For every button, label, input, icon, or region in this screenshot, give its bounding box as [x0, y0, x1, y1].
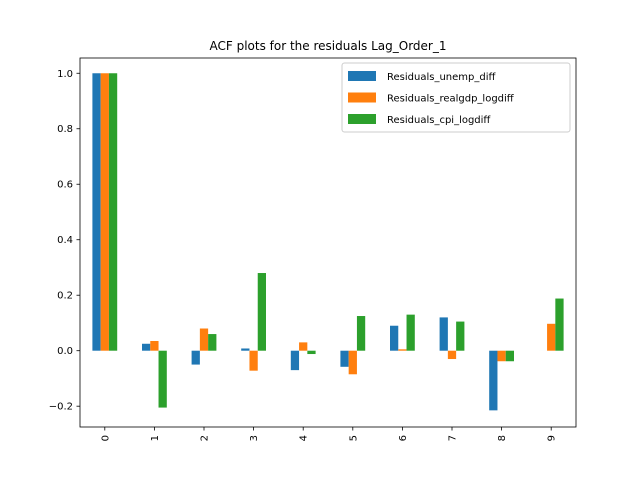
- bar-series-3-lag-8: [505, 350, 514, 362]
- y-tick-label: 0.2: [57, 291, 73, 302]
- bar-series-2-lag-4: [299, 342, 308, 351]
- bar-series-1-lag-4: [290, 350, 300, 371]
- x-tick-label: 9: [547, 435, 558, 441]
- bars-layer: [92, 73, 564, 411]
- legend-swatch-3: [348, 114, 376, 124]
- legend-swatch-2: [348, 92, 376, 103]
- y-tick-label: 1.0: [57, 69, 73, 80]
- chart-title: ACF plots for the residuals Lag_Order_1: [210, 39, 447, 53]
- bar-series-2-lag-6: [398, 349, 407, 351]
- y-tick-label: 0.4: [57, 235, 73, 246]
- bar-series-1-lag-5: [340, 350, 349, 367]
- bar-series-3-lag-9: [555, 298, 564, 351]
- bar-series-3-lag-4: [307, 350, 316, 355]
- bar-series-3-lag-2: [208, 334, 217, 351]
- bar-series-2-lag-5: [348, 350, 357, 375]
- legend-label-2: Residuals_realgdp_logdiff: [387, 94, 515, 105]
- bar-series-1-lag-6: [390, 325, 399, 351]
- bar-series-2-lag-7: [447, 350, 457, 360]
- bar-series-2-lag-2: [199, 328, 209, 351]
- x-tick-label: 6: [398, 435, 409, 441]
- bar-series-1-lag-1: [142, 343, 151, 351]
- bar-series-2-lag-9: [547, 323, 556, 351]
- x-tick-label: 2: [200, 435, 211, 441]
- y-tick-label: 0.8: [57, 124, 73, 135]
- x-tick-label: 5: [348, 435, 359, 441]
- x-tick-label: 7: [448, 435, 459, 441]
- bar-series-2-lag-1: [150, 340, 159, 351]
- legend-box: [341, 62, 571, 133]
- bar-series-1-lag-7: [439, 317, 448, 351]
- x-tick-label: 4: [299, 435, 310, 441]
- legend-swatch-1: [348, 71, 376, 81]
- bar-series-1-lag-3: [241, 348, 250, 351]
- bar-series-3-lag-3: [257, 273, 266, 351]
- bar-series-1-lag-2: [191, 350, 200, 365]
- y-tick-label: −0.2: [49, 402, 73, 413]
- x-tick-label: 8: [497, 435, 508, 441]
- bar-series-3-lag-0: [108, 73, 118, 351]
- bar-series-3-lag-1: [158, 350, 167, 408]
- bar-series-2-lag-8: [497, 350, 506, 362]
- y-tick-label: 0.0: [57, 346, 73, 357]
- plot-frame: [79, 57, 577, 428]
- bar-series-1-lag-8: [489, 350, 498, 411]
- x-tick-label: 0: [100, 435, 111, 441]
- legend-label-1: Residuals_unemp_diff: [387, 72, 496, 83]
- bar-series-3-lag-7: [456, 321, 465, 351]
- legend-label-3: Residuals_cpi_logdiff: [387, 115, 491, 126]
- legend: Residuals_unemp_diff Residuals_realgdp_lo…: [341, 62, 571, 133]
- bar-series-1-lag-0: [92, 73, 101, 351]
- x-tick-label: 3: [249, 435, 260, 441]
- y-tick-label: 0.6: [57, 180, 73, 191]
- bar-series-2-lag-0: [100, 73, 109, 351]
- x-tick-label: 1: [150, 435, 161, 441]
- bar-series-3-lag-5: [356, 316, 366, 351]
- axes-layer: −0.2 0.0 0.2 0.4 0.6 0.8 1.0 0 1 2 3 4 5 6 7 8 9: [49, 57, 577, 441]
- bar-series-2-lag-3: [249, 350, 258, 371]
- bar-series-3-lag-6: [406, 314, 415, 351]
